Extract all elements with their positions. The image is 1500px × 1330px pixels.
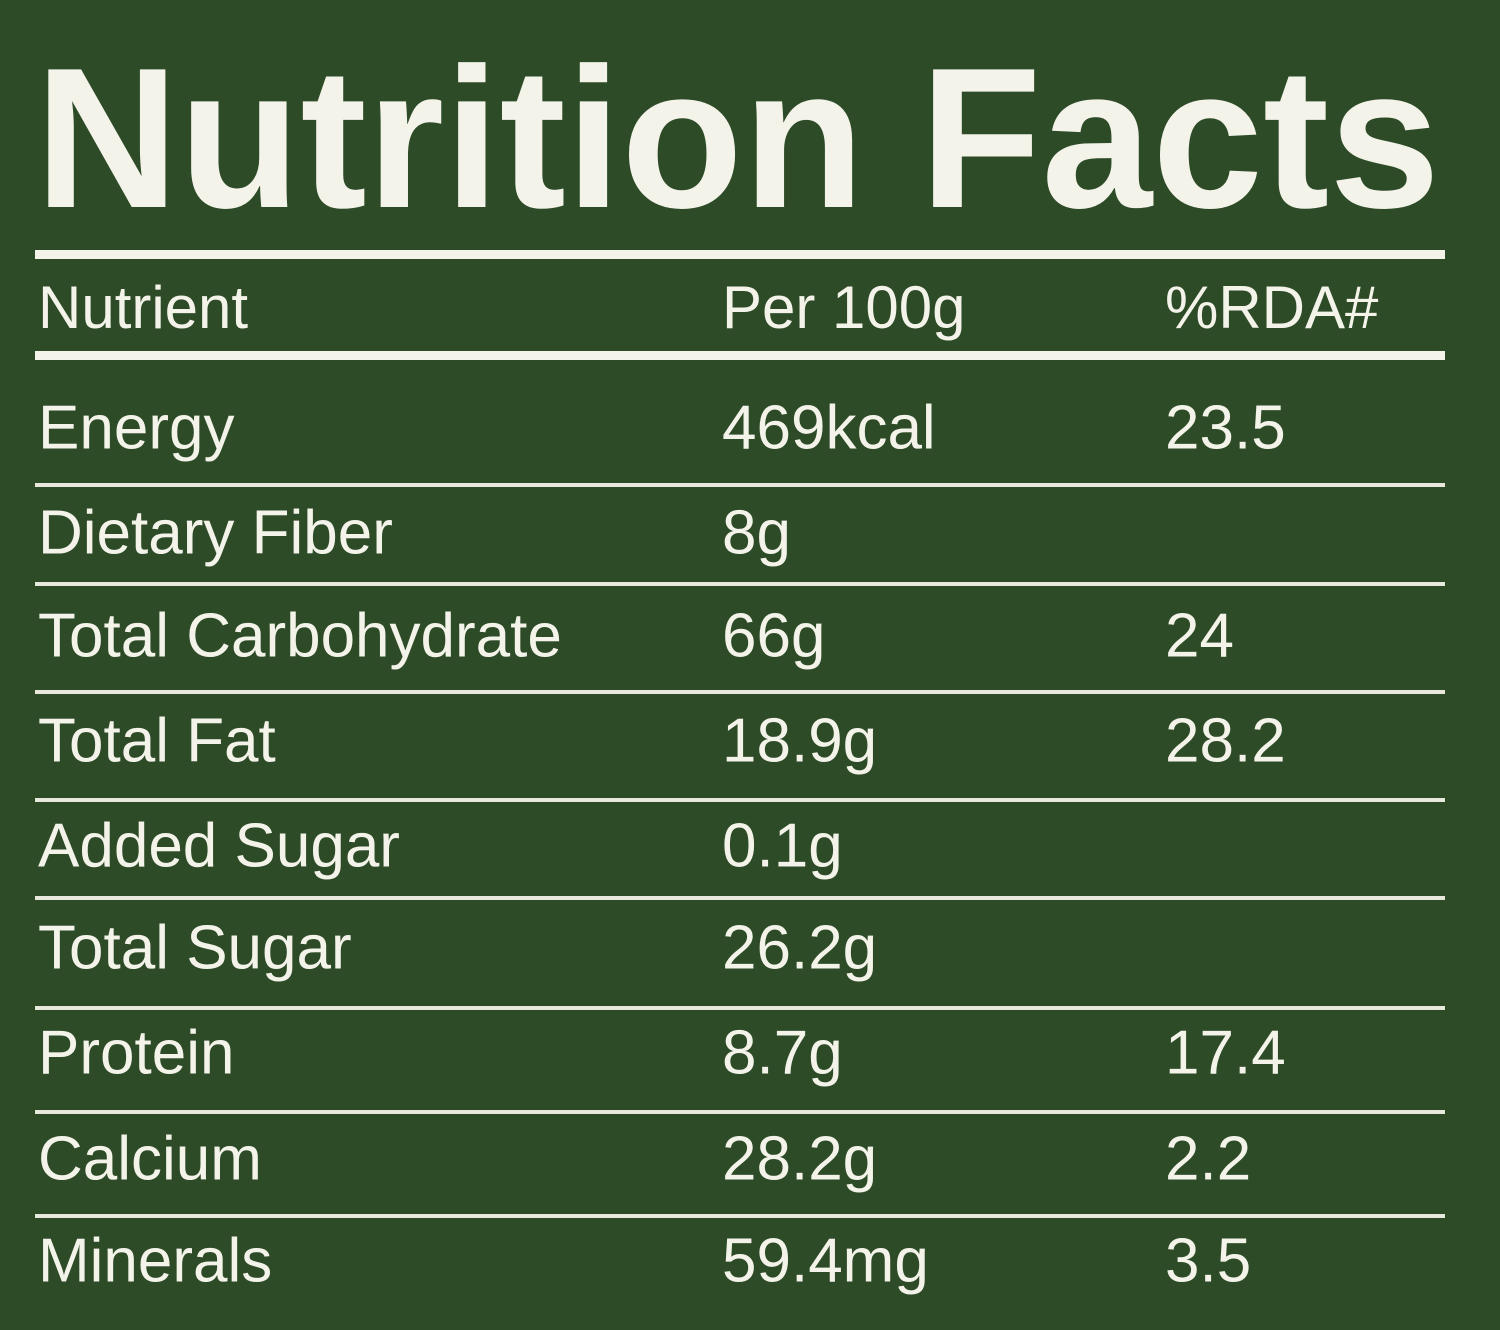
rda-cell: 28.2 [1165,706,1286,775]
nutrient-cell: Calcium [38,1124,262,1193]
per-100g-cell: 469kcal [722,393,936,462]
per-100g-cell: 18.9g [722,706,877,775]
rule [35,351,1445,360]
rda-cell: 24 [1165,601,1234,670]
per-100g-cell: 8g [722,498,791,567]
per-100g-cell: 66g [722,601,825,670]
nutrient-cell: Minerals [38,1226,272,1295]
row-divider [35,1006,1445,1010]
nutrient-cell: Protein [38,1018,234,1087]
row-divider [35,690,1445,694]
header-cell: %RDA# [1165,274,1379,341]
per-100g-cell: 59.4mg [722,1226,929,1295]
header-cell: Per 100g [722,274,966,341]
nutrient-cell: Dietary Fiber [38,498,393,567]
title: Nutrition Facts [35,27,1440,250]
row-divider [35,483,1445,487]
row-divider [35,582,1445,586]
per-100g-cell: 8.7g [722,1018,843,1087]
per-100g-cell: 28.2g [722,1124,877,1193]
row-divider [35,896,1445,900]
nutrient-cell: Energy [38,393,234,462]
row-divider [35,798,1445,802]
rda-cell: 23.5 [1165,393,1286,462]
header-cell: Nutrient [38,274,248,341]
nutrient-cell: Total Sugar [38,913,352,982]
rule [35,250,1445,259]
row-divider [35,1214,1445,1218]
row-divider [35,1110,1445,1114]
rda-cell: 2.2 [1165,1124,1251,1193]
nutrient-cell: Total Carbohydrate [38,601,562,670]
nutrient-cell: Total Fat [38,706,276,775]
rda-cell: 17.4 [1165,1018,1286,1087]
per-100g-cell: 0.1g [722,811,843,880]
per-100g-cell: 26.2g [722,913,877,982]
nutrient-cell: Added Sugar [38,811,400,880]
rda-cell: 3.5 [1165,1226,1251,1295]
